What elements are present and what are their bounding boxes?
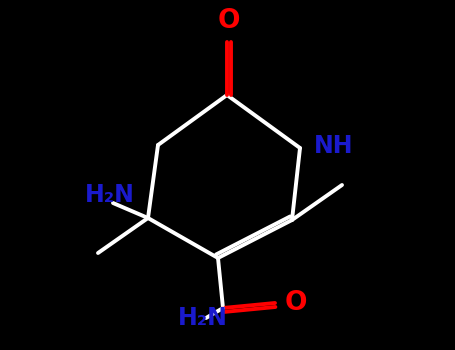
Text: O: O bbox=[218, 8, 240, 34]
Text: H₂N: H₂N bbox=[85, 183, 135, 207]
Text: H₂N: H₂N bbox=[178, 306, 228, 330]
Text: NH: NH bbox=[314, 134, 354, 158]
Text: O: O bbox=[285, 290, 308, 316]
